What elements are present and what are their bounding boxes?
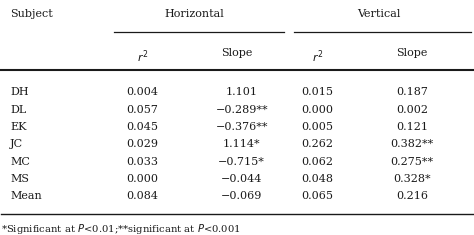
Text: 0.000: 0.000 — [301, 105, 333, 115]
Text: Vertical: Vertical — [357, 8, 401, 19]
Text: 0.057: 0.057 — [127, 105, 158, 115]
Text: $r^2$: $r^2$ — [312, 48, 323, 65]
Text: 0.121: 0.121 — [396, 122, 428, 132]
Text: −0.715*: −0.715* — [219, 157, 265, 167]
Text: 1.101: 1.101 — [226, 87, 258, 97]
Text: 0.187: 0.187 — [396, 87, 428, 97]
Text: Horizontal: Horizontal — [164, 8, 224, 19]
Text: 0.002: 0.002 — [396, 105, 428, 115]
Text: Subject: Subject — [10, 8, 53, 19]
Text: 0.084: 0.084 — [127, 191, 158, 201]
Text: 1.114*: 1.114* — [223, 139, 261, 149]
Text: MC: MC — [10, 157, 30, 167]
Text: 0.275**: 0.275** — [390, 157, 433, 167]
Text: Slope: Slope — [396, 48, 428, 58]
Text: 0.029: 0.029 — [127, 139, 158, 149]
Text: 0.004: 0.004 — [127, 87, 158, 97]
Text: 0.262: 0.262 — [301, 139, 333, 149]
Text: $r^2$: $r^2$ — [137, 48, 148, 65]
Text: −0.289**: −0.289** — [215, 105, 268, 115]
Text: DH: DH — [10, 87, 29, 97]
Text: DL: DL — [10, 105, 27, 115]
Text: 0.005: 0.005 — [301, 122, 333, 132]
Text: 0.033: 0.033 — [127, 157, 158, 167]
Text: 0.062: 0.062 — [301, 157, 333, 167]
Text: Slope: Slope — [221, 48, 253, 58]
Text: *Significant at $P$<0.01;**significant at $P$<0.001: *Significant at $P$<0.01;**significant a… — [0, 222, 240, 235]
Text: 0.065: 0.065 — [301, 191, 333, 201]
Text: 0.015: 0.015 — [301, 87, 333, 97]
Text: −0.044: −0.044 — [221, 174, 263, 184]
Text: 0.000: 0.000 — [127, 174, 158, 184]
Text: 0.045: 0.045 — [127, 122, 158, 132]
Text: EK: EK — [10, 122, 27, 132]
Text: −0.069: −0.069 — [221, 191, 263, 201]
Text: 0.328*: 0.328* — [393, 174, 431, 184]
Text: 0.048: 0.048 — [301, 174, 333, 184]
Text: 0.382**: 0.382** — [390, 139, 434, 149]
Text: JC: JC — [10, 139, 23, 149]
Text: Mean: Mean — [10, 191, 42, 201]
Text: 0.216: 0.216 — [396, 191, 428, 201]
Text: MS: MS — [10, 174, 29, 184]
Text: −0.376**: −0.376** — [216, 122, 268, 132]
